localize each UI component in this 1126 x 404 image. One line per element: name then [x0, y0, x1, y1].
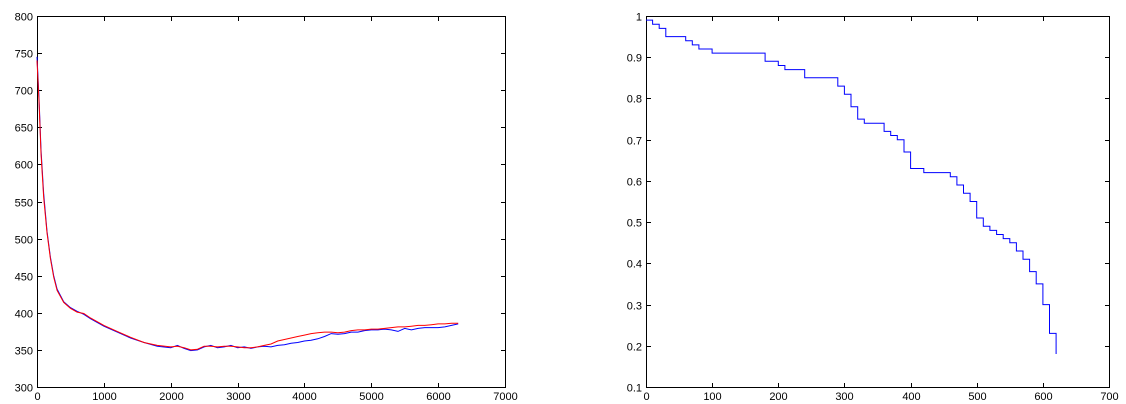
y-tick-label: 700: [15, 86, 33, 98]
y-tick-label: 500: [15, 235, 33, 247]
x-tick-label: 2000: [159, 391, 183, 403]
x-tick-label: 7000: [493, 391, 517, 403]
y-tick-label: 650: [15, 123, 33, 135]
y-tick-label: 550: [15, 198, 33, 210]
y-tick-label: 0.7: [627, 136, 642, 148]
x-tick-label: 4000: [292, 391, 316, 403]
x-tick-label: 6000: [426, 391, 450, 403]
x-tick-label: 3000: [226, 391, 250, 403]
y-tick-label: 400: [15, 309, 33, 321]
y-tick-label: 600: [15, 160, 33, 172]
x-tick-label: 600: [1034, 391, 1052, 403]
x-tick-label: 200: [769, 391, 787, 403]
y-tick-label: 0.3: [627, 301, 642, 313]
x-tick-label: 0: [34, 391, 40, 403]
y-tick-label: 1: [636, 12, 642, 24]
y-tick-label: 750: [15, 49, 33, 61]
right-step-chart: 0 100 200 300 400 500 600 700 0.1 0.2 0.3 0.4 0.5 0.6…: [627, 12, 1119, 404]
x-tick-label: 700: [1100, 391, 1118, 403]
x-tick-label: 5000: [359, 391, 383, 403]
axes-frame: [37, 16, 506, 388]
x-tick-label: 500: [968, 391, 986, 403]
y-tick-label: 450: [15, 272, 33, 284]
x-tick-label: 400: [902, 391, 920, 403]
x-tick-label: 100: [703, 391, 721, 403]
y-tick-label: 0.2: [627, 342, 642, 354]
y-tick-label: 0.4: [627, 259, 642, 271]
y-tick-label: 300: [15, 383, 33, 395]
x-tick-label: 1000: [92, 391, 116, 403]
y-tick-label: 0.9: [627, 53, 642, 65]
y-tick-label: 0.5: [627, 218, 642, 230]
y-tick-label: 0.6: [627, 177, 642, 189]
y-tick-label: 800: [15, 12, 33, 24]
left-line-chart: 0 1000 2000 3000 4000 5000 6000 7000 300 350 400 45…: [15, 12, 518, 404]
axes-frame: [646, 16, 1110, 388]
x-tick-label: 300: [835, 391, 853, 403]
series-line-1: [646, 19, 1057, 354]
y-tick-label: 0.8: [627, 94, 642, 106]
x-tick-label: 0: [643, 391, 649, 403]
y-tick-label: 350: [15, 346, 33, 358]
y-tick-label: 0.1: [627, 383, 642, 395]
series-line-2: [36, 60, 459, 351]
